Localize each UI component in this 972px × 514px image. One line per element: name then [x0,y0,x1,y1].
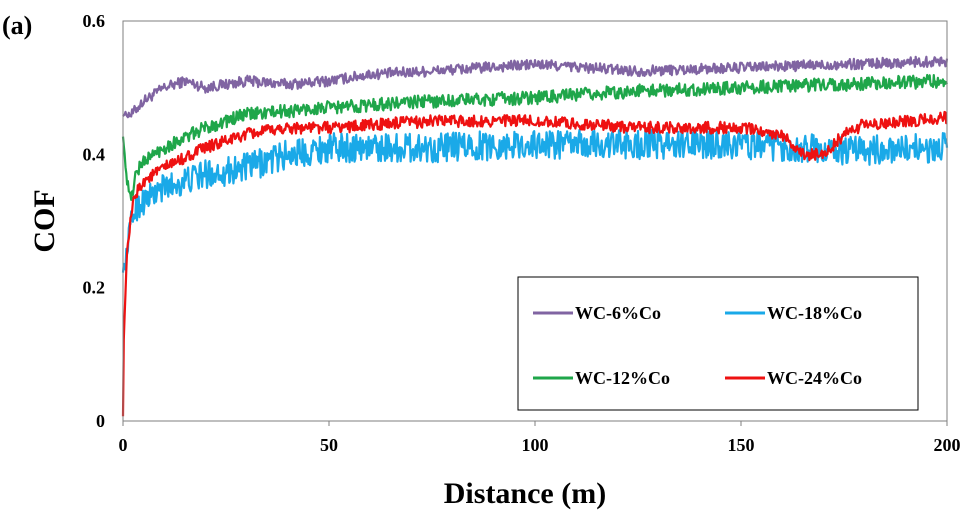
x-tick-label: 0 [119,435,128,455]
x-tick-label: 50 [320,435,338,455]
y-tick-label: 0.2 [83,278,106,298]
x-tick-label: 100 [522,435,549,455]
series-line [122,55,949,119]
series-line [121,110,948,417]
x-tick-label: 150 [728,435,755,455]
y-tick-label: 0 [96,411,105,431]
y-axis-label: COF [28,189,61,252]
panel-label: (a) [2,11,32,40]
series-line [121,73,949,201]
legend: WC-6%Co WC-18%Co WC-12%Co WC-24%Co [517,276,919,411]
y-tick-label: 0.4 [83,144,106,164]
legend-label: WC-12%Co [575,368,670,388]
legend-box [517,276,919,411]
legend-label: WC-18%Co [767,303,862,323]
x-tick-label: 200 [934,435,961,455]
y-tick-label: 0.6 [83,11,106,31]
x-axis-label: Distance (m) [444,477,606,510]
legend-label: WC-24%Co [767,368,862,388]
legend-label: WC-6%Co [575,303,661,323]
axis-layer: 0 50 100 150 200 0 0.2 0.4 0.6 [83,11,961,455]
series-layer [121,55,949,417]
